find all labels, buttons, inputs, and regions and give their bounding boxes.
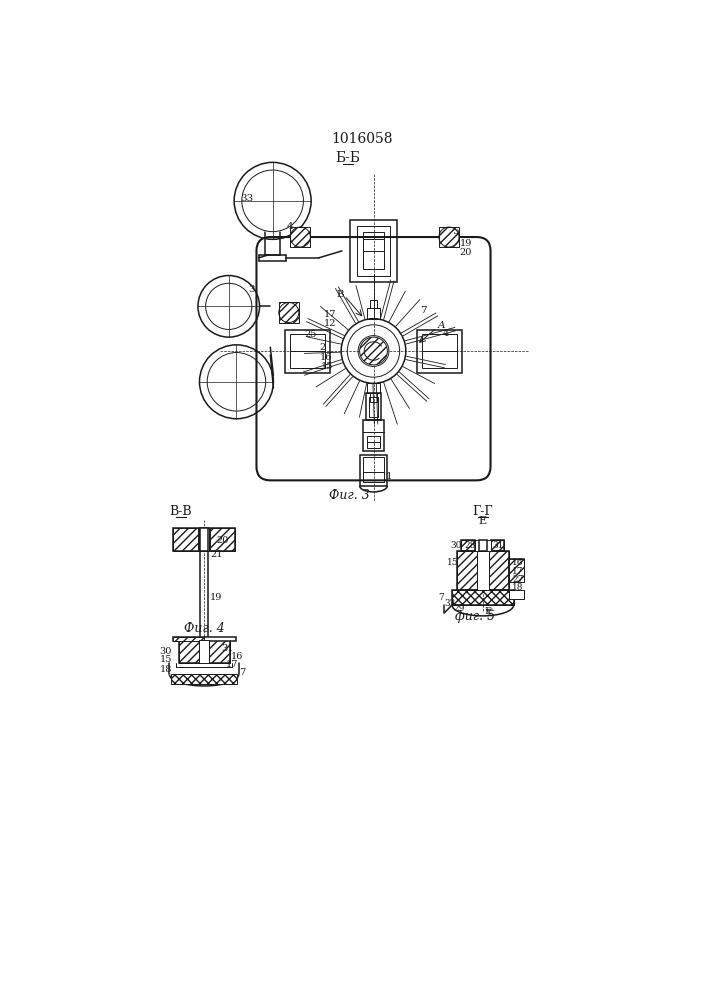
Text: 16: 16 [231,652,243,661]
Text: фиг. 5: фиг. 5 [455,610,495,623]
Text: 7: 7 [420,306,426,315]
Text: 18: 18 [160,665,172,674]
Text: 18: 18 [512,583,524,592]
Bar [457,551,509,590]
Bar [475,540,491,551]
Bar [461,540,475,551]
Text: 15: 15 [448,558,459,567]
Text: Б-Б: Б-Б [336,151,361,165]
Bar [368,436,380,448]
Bar [200,551,208,640]
Text: Фиг. 4: Фиг. 4 [184,622,225,635]
Text: 1016058: 1016058 [331,132,392,146]
Bar [179,640,230,663]
Bar [173,637,204,641]
Text: 3: 3 [248,285,255,294]
Bar [491,540,504,551]
Text: 7: 7 [240,668,246,677]
Bar [210,528,235,551]
Bar [370,300,378,308]
Text: 19: 19 [460,239,472,248]
Text: 27: 27 [512,575,523,584]
Bar [200,528,208,551]
Text: 29: 29 [454,604,465,613]
Text: 30: 30 [160,647,172,656]
Bar [363,457,385,482]
Text: 17: 17 [512,567,524,576]
Text: Г-Г: Г-Г [472,505,493,518]
Bar [173,528,235,551]
Bar [279,302,299,323]
Text: 25: 25 [304,330,317,339]
Text: 33: 33 [240,194,254,203]
Bar [199,528,209,551]
Text: 4: 4 [443,329,449,338]
Text: 7: 7 [438,593,444,602]
Text: 32: 32 [444,599,455,608]
Bar [461,540,475,551]
Bar [368,383,380,393]
Text: 1: 1 [386,472,392,481]
Bar [360,455,387,486]
Text: 16: 16 [320,353,332,362]
Bar [368,308,380,319]
Bar [363,420,385,451]
Bar [366,393,381,420]
Text: 5: 5 [452,227,459,236]
Bar [439,227,459,247]
Bar [417,330,462,373]
Bar [369,397,378,417]
Bar [179,640,230,663]
Text: 31: 31 [492,541,503,550]
Text: B: B [337,290,344,299]
Text: 4: 4 [286,222,293,231]
Text: 15: 15 [160,654,172,664]
Text: 2: 2 [320,343,326,352]
Bar [363,232,385,269]
Bar [173,637,235,641]
Bar [422,334,457,368]
Circle shape [360,337,387,365]
Bar [452,590,514,605]
Text: A: A [438,321,445,330]
Text: 28: 28 [464,541,476,550]
Text: 20: 20 [216,536,229,545]
Text: 21: 21 [210,550,223,559]
Bar [509,559,525,582]
Text: 31: 31 [221,644,233,653]
Bar [509,559,525,582]
Text: 15: 15 [321,362,334,371]
Text: Фиг. 3: Фиг. 3 [329,489,370,502]
Bar [370,393,378,402]
Bar [171,674,238,684]
Bar [351,220,397,282]
Bar [199,640,209,663]
Bar [477,551,489,590]
Bar [509,590,525,599]
Text: 12: 12 [324,319,336,328]
Text: В-В: В-В [170,505,192,518]
Text: Е: Е [479,516,487,526]
Text: 19: 19 [210,593,223,602]
Bar [457,551,509,590]
Bar [285,330,329,373]
Text: 17: 17 [226,660,238,669]
Bar [491,540,504,551]
Bar [290,334,325,368]
Bar [452,590,514,605]
Bar [291,227,310,247]
Bar [173,528,198,551]
Text: Е: Е [484,607,491,616]
Text: 17: 17 [324,310,336,319]
Text: 20: 20 [460,248,472,257]
FancyBboxPatch shape [257,237,491,480]
Text: 16: 16 [512,558,524,567]
Bar [479,540,486,551]
Text: 30: 30 [450,541,462,550]
Bar [356,226,390,276]
